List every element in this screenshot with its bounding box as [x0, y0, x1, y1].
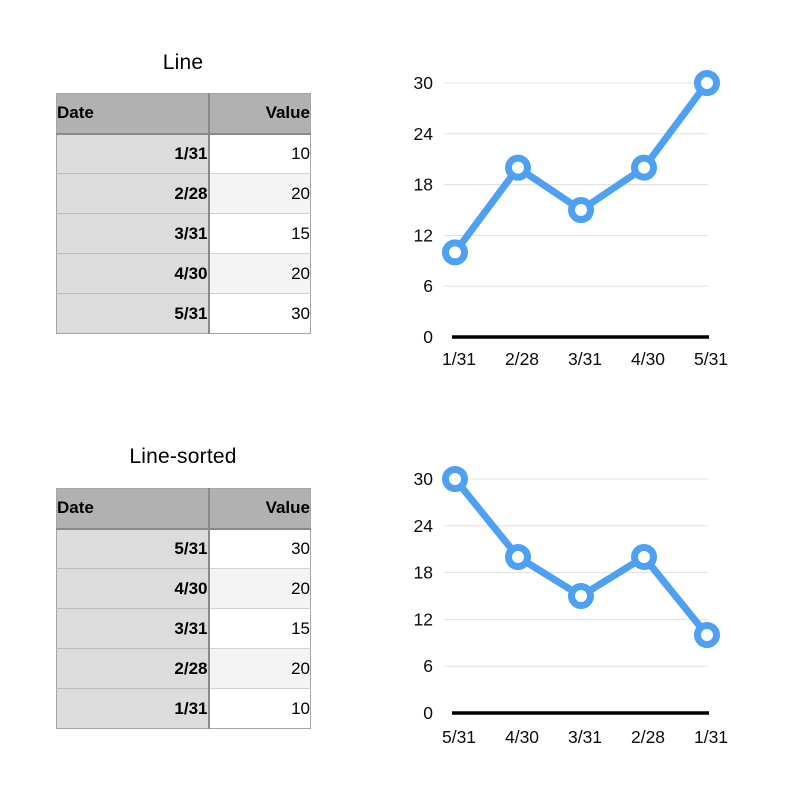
y-axis-tick-label: 12 — [414, 609, 433, 629]
data-table-line: Date Value 1/31 10 2/28 20 3/31 15 4/30 20 5/31 30 — [56, 93, 311, 334]
y-axis-tick-label: 0 — [423, 703, 433, 723]
value-cell[interactable]: 30 — [208, 528, 311, 569]
y-axis-tick-label: 6 — [423, 656, 433, 676]
value-cell[interactable]: 20 — [208, 253, 311, 294]
chart-title-line: Line — [162, 51, 204, 74]
date-cell[interactable]: 1/31 — [56, 688, 210, 729]
data-point-marker — [442, 466, 468, 492]
date-cell[interactable]: 5/31 — [56, 528, 210, 569]
y-axis-tick-label: 30 — [414, 73, 434, 93]
x-axis-tick-label: 3/31 — [568, 349, 602, 369]
line-chart: 0 6 12 18 24 30 1/31 2/28 3/31 4/30 5/31 — [414, 70, 728, 369]
date-cell[interactable]: 3/31 — [56, 608, 210, 649]
date-cell[interactable]: 5/31 — [56, 293, 210, 334]
data-point-marker — [631, 544, 657, 570]
table-row: 5/31 30 — [56, 293, 311, 334]
value-cell[interactable]: 20 — [208, 648, 311, 689]
value-cell[interactable]: 20 — [208, 173, 311, 214]
value-cell[interactable]: 15 — [208, 213, 311, 254]
x-axis-tick-label: 4/30 — [631, 349, 665, 369]
date-cell[interactable]: 1/31 — [56, 133, 210, 174]
y-axis-tick-label: 12 — [414, 225, 433, 245]
table-row: 1/31 10 — [56, 688, 311, 729]
data-point-marker — [505, 544, 531, 570]
x-axis-tick-label: 3/31 — [568, 727, 602, 747]
x-axis-tick-label: 1/31 — [442, 349, 476, 369]
data-table: Date Value 1/31 10 2/28 20 3/31 15 4/30 20 5/31 30 — [56, 93, 311, 334]
y-axis-tick-label: 24 — [414, 516, 434, 536]
y-axis-tick-label: 18 — [414, 563, 433, 583]
date-cell[interactable]: 4/30 — [56, 568, 210, 609]
table-row: 4/30 20 — [56, 253, 311, 294]
y-axis-tick-label: 6 — [423, 276, 433, 296]
value-cell[interactable]: 20 — [208, 568, 311, 609]
data-table-line-sorted: Date Value 5/31 30 4/30 20 3/31 15 2/28 20 1/31 10 — [56, 488, 311, 729]
x-axis-tick-label: 2/28 — [505, 349, 539, 369]
data-point-marker — [568, 197, 594, 223]
value-cell[interactable]: 30 — [208, 293, 311, 334]
data-point-marker — [505, 154, 531, 181]
data-line — [451, 79, 711, 256]
x-axis-tick-label: 1/31 — [694, 727, 728, 747]
x-axis-tick-label: 5/31 — [442, 727, 476, 747]
value-cell[interactable]: 15 — [208, 608, 311, 649]
table-row: 2/28 20 — [56, 173, 311, 214]
value-cell[interactable]: 10 — [208, 133, 311, 174]
data-point-marker — [694, 70, 720, 96]
x-axis-tick-label: 5/31 — [694, 349, 728, 369]
date-cell[interactable]: 2/28 — [56, 173, 210, 214]
table-row: 4/30 20 — [56, 568, 311, 609]
data-point-marker — [694, 622, 720, 648]
x-axis-tick-label: 2/28 — [631, 727, 665, 747]
chart-title-line-sorted: Line-sorted — [129, 445, 237, 468]
y-axis-tick-label: 24 — [414, 124, 434, 144]
line-chart-sorted: 0 6 12 18 24 30 5/31 4/30 3/31 2/28 1/31 — [414, 466, 728, 747]
data-line — [451, 475, 711, 639]
date-cell[interactable]: 3/31 — [56, 213, 210, 254]
table-row: 3/31 15 — [56, 213, 311, 254]
x-axis-tick-label: 4/30 — [505, 727, 539, 747]
column-header-date[interactable]: Date — [56, 93, 210, 135]
table-row: 5/31 30 — [56, 528, 311, 569]
data-point-marker — [631, 154, 657, 181]
table-row: 2/28 20 — [56, 648, 311, 689]
y-axis-tick-label: 0 — [423, 327, 433, 347]
column-header-value[interactable]: Value — [208, 488, 311, 530]
date-cell[interactable]: 4/30 — [56, 253, 210, 294]
table-row: 1/31 10 — [56, 133, 311, 174]
y-axis-tick-label: 30 — [414, 469, 434, 489]
column-header-value[interactable]: Value — [208, 93, 311, 135]
date-cell[interactable]: 2/28 — [56, 648, 210, 689]
y-axis-tick-label: 18 — [414, 175, 433, 195]
data-table: Date Value 5/31 30 4/30 20 3/31 15 2/28 20 1/31 10 — [56, 488, 311, 729]
value-cell[interactable]: 10 — [208, 688, 311, 729]
table-row: 3/31 15 — [56, 608, 311, 649]
data-point-marker — [442, 239, 468, 266]
data-point-marker — [568, 583, 594, 609]
column-header-date[interactable]: Date — [56, 488, 210, 530]
